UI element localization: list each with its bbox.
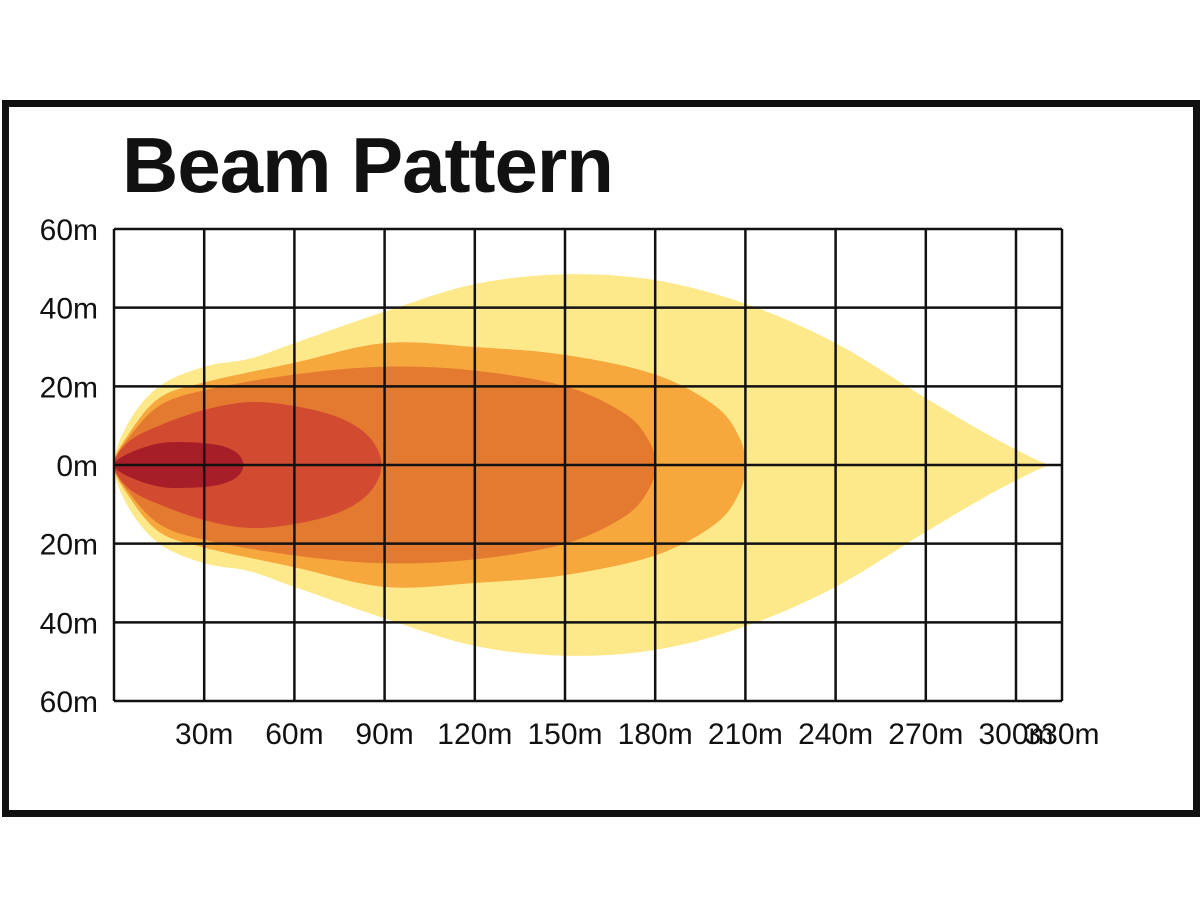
x-tick-label: 240m	[798, 718, 873, 751]
y-tick-label: 20m	[40, 371, 98, 404]
y-tick-label: 20m	[40, 529, 98, 562]
chart-title: Beam Pattern	[122, 121, 614, 209]
x-tick-label: 300m	[978, 718, 1053, 751]
y-tick-label: 40m	[40, 293, 98, 326]
x-tick-label: 60m	[265, 718, 323, 751]
x-tick-label: 30m	[175, 718, 233, 751]
x-tick-label: 180m	[618, 718, 693, 751]
x-tick-label: 120m	[437, 718, 512, 751]
x-tick-label: 330m	[1024, 718, 1099, 751]
y-tick-label: 60m	[40, 214, 98, 247]
x-tick-label: 210m	[708, 718, 783, 751]
x-tick-label: 270m	[888, 718, 963, 751]
y-tick-label: 40m	[40, 607, 98, 640]
x-tick-label: 90m	[355, 718, 413, 751]
y-tick-label: 0m	[56, 450, 98, 483]
y-tick-label: 60m	[40, 686, 98, 719]
x-tick-label: 150m	[527, 718, 602, 751]
